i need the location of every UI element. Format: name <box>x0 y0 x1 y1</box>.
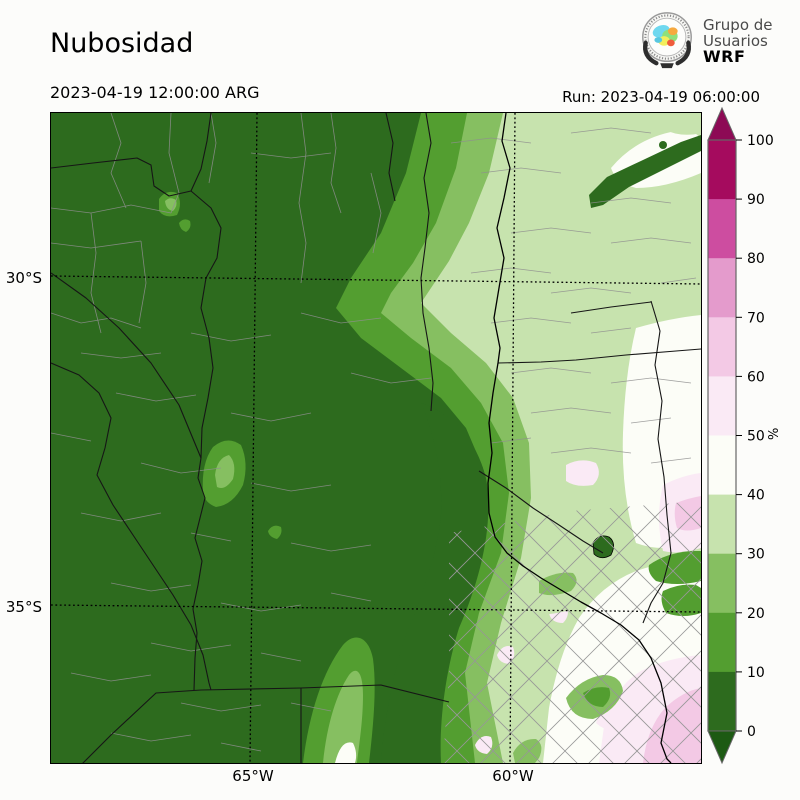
colorbar-segment <box>708 613 736 673</box>
lat-label-35s: 35°S <box>4 598 42 616</box>
colorbar-tick-label: 0 <box>747 724 756 740</box>
colorbar-segment <box>708 258 736 318</box>
colorbar-tick-label: 60 <box>747 369 765 385</box>
colorbar-tick-label: 100 <box>747 133 774 149</box>
colorbar-segment <box>708 199 736 259</box>
page-title: Nubosidad <box>50 28 193 59</box>
colorbar-segment <box>708 317 736 377</box>
colorbar-segment <box>708 495 736 555</box>
lon-label-65w: 65°W <box>223 767 283 785</box>
colorbar-under-arrow <box>708 731 736 763</box>
logo-line1: Grupo de <box>703 17 773 33</box>
wrf-seal-icon <box>636 8 698 70</box>
colorbar-segment <box>708 436 736 496</box>
run-time: Run: 2023-04-19 06:00:00 <box>0 88 760 106</box>
colorbar-unit-label: % <box>767 428 782 440</box>
lon-label-60w: 60°W <box>483 767 543 785</box>
weather-map-page: Nubosidad 2023-04-19 12:00:00 ARG Run: 2… <box>0 0 800 800</box>
lat-label-30s: 30°S <box>4 269 42 287</box>
wrf-logo-text: Grupo de Usuarios WRF <box>703 8 773 65</box>
colorbar-segment <box>708 376 736 436</box>
colorbar-tick-label: 40 <box>747 488 765 504</box>
colorbar-tick-label: 10 <box>747 665 765 681</box>
map-panel <box>50 112 702 764</box>
colorbar-segment <box>708 554 736 614</box>
colorbar-tick-label: 80 <box>747 251 765 267</box>
colorbar-tick-label: 70 <box>747 310 765 326</box>
colorbar-tick-label: 30 <box>747 547 765 563</box>
colorbar-segment <box>708 672 736 732</box>
colorbar: 0 10 20 30 40 50 60 70 80 90 100% <box>700 105 800 775</box>
colorbar-segment <box>708 140 736 200</box>
colorbar-tick-label: 90 <box>747 192 765 208</box>
logo-line3: WRF <box>703 49 773 65</box>
colorbar-tick-label: 20 <box>747 606 765 622</box>
colorbar-tick-label: 50 <box>747 429 765 445</box>
colorbar-over-arrow <box>708 108 736 140</box>
wrf-logo: Grupo de Usuarios WRF <box>636 8 773 70</box>
cloud-cover-map <box>51 113 701 763</box>
